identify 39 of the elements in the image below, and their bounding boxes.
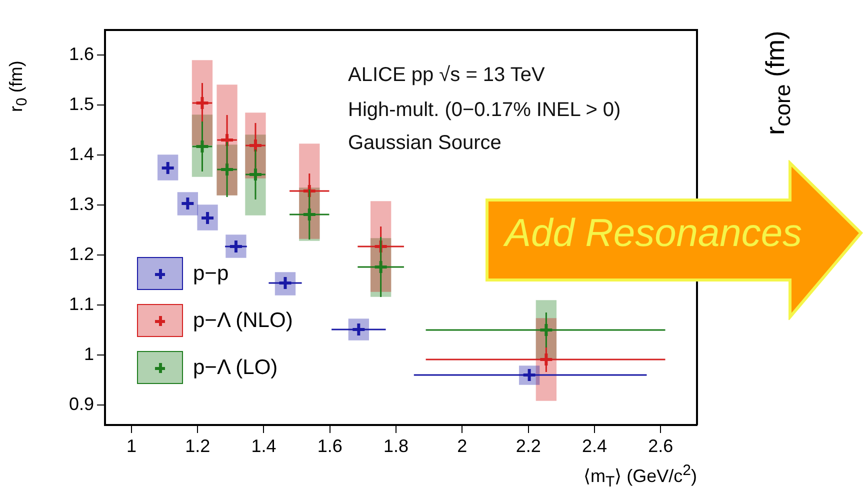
- annotation: Gaussian Source: [348, 132, 502, 155]
- x-tick-label: 1: [126, 436, 136, 456]
- annotation: ALICE pp √s = 13 TeV: [348, 64, 545, 87]
- y-tick-label: 0.9: [68, 394, 94, 414]
- y-tick-label: 1.1: [68, 294, 94, 314]
- point: [220, 162, 235, 177]
- x-tick-label: 2.2: [516, 436, 541, 456]
- y-tick-label: 1: [84, 344, 94, 364]
- y-tick-label: 1.6: [68, 44, 94, 64]
- bar: [158, 154, 178, 180]
- x-tick-label: 1.8: [384, 436, 409, 456]
- bar: [216, 84, 238, 196]
- bar: [226, 234, 246, 258]
- bar: [370, 201, 392, 292]
- legend-label: p−Λ (LO): [193, 356, 278, 380]
- point: [248, 138, 263, 153]
- point: [194, 96, 210, 110]
- x-tick-label: 2: [457, 436, 468, 456]
- y-tick-label: 1.2: [68, 244, 94, 264]
- annotation: Add Resonances: [505, 212, 802, 256]
- point: [538, 352, 554, 367]
- legend-label: p−p: [193, 262, 229, 286]
- y-tick-label: 1.4: [68, 144, 94, 164]
- y-tick-label: 1.3: [68, 194, 94, 214]
- legend-label: p−Λ (NLO): [193, 308, 293, 332]
- y-tick-label: 1.5: [68, 94, 94, 114]
- bar: [197, 204, 218, 230]
- x-axis-title: ⟨m$_{T}$⟩ (GeV/c$^{2}$): [583, 462, 697, 491]
- point: [194, 139, 210, 154]
- x-tick-label: 2.4: [582, 436, 607, 456]
- bar: [299, 144, 320, 239]
- x-tick-label: 2.6: [648, 436, 674, 456]
- bar: [192, 60, 213, 146]
- annotation: High-mult. (0−0.17% INEL > 0): [348, 99, 621, 122]
- x-tick-label: 1.2: [185, 436, 210, 456]
- bar: [245, 112, 266, 178]
- x-tick-label: 1.4: [251, 436, 276, 456]
- x-tick-label: 1.6: [317, 436, 342, 456]
- point: [248, 167, 263, 182]
